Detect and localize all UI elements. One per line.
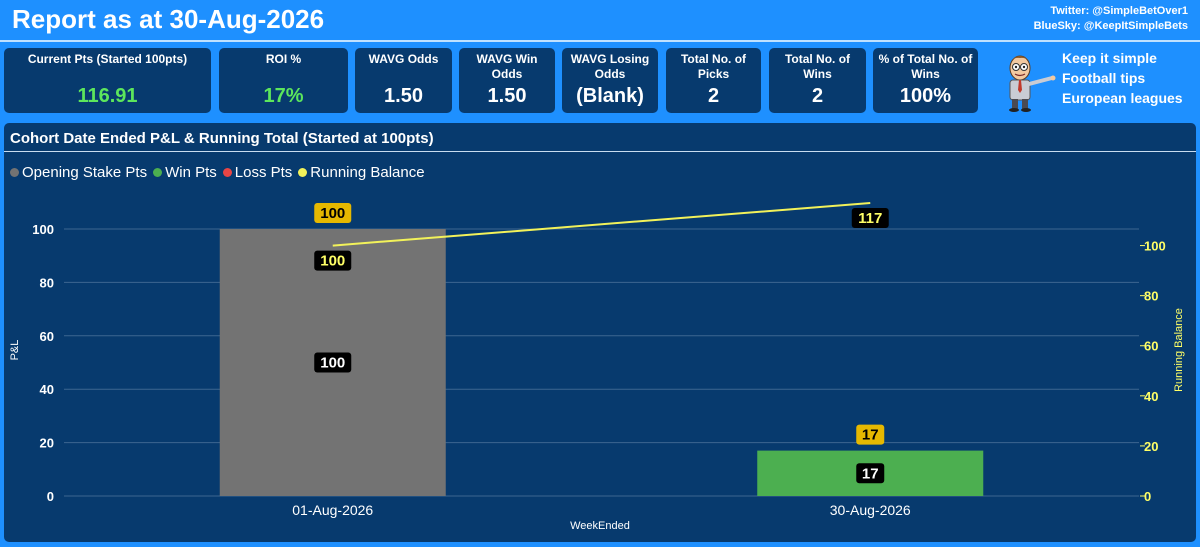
y2-tick-label: 80	[1144, 289, 1158, 304]
legend-label: Loss Pts	[234, 164, 293, 181]
x-axis-title: WeekEnded	[570, 520, 630, 532]
promo-panel: Keep it simple Football tips European le…	[994, 48, 1196, 113]
kpi-label: Total No. of Picks	[680, 52, 747, 81]
legend-marker	[10, 168, 19, 177]
bar-total-label-bg	[314, 203, 352, 223]
y-tick-label: 0	[47, 489, 54, 504]
bar-total-label: 17	[862, 427, 879, 444]
y-tick-label: 20	[40, 436, 54, 451]
cartoon-presenter-icon	[1009, 55, 1056, 112]
kpi-card-total-picks: Total No. of Picks 2	[666, 48, 761, 113]
promo-line: Keep it simple	[1062, 50, 1157, 66]
kpi-card-pct-wins: % of Total No. of Wins 100%	[873, 48, 978, 113]
kpi-value: 116.91	[77, 85, 138, 107]
y-tick-label: 100	[32, 222, 54, 237]
legend-item-opening-stake: Opening Stake Pts	[10, 164, 147, 181]
twitter-handle: Twitter: @SimpleBetOver1	[1050, 5, 1188, 17]
bar-total-label: 100	[320, 205, 345, 222]
line-data-label: 117	[858, 210, 882, 227]
kpi-card-total-wins: Total No. of Wins 2	[769, 48, 866, 113]
y2-tick-label: 100	[1144, 239, 1166, 254]
kpi-value: (Blank)	[576, 85, 644, 107]
x-tick-label: 01-Aug-2026	[292, 502, 373, 518]
kpi-card-wavg-odds: WAVG Odds 1.50	[355, 48, 452, 113]
bar-data-label: 17	[862, 465, 879, 482]
legend-marker	[222, 168, 232, 177]
chart-title-divider	[4, 151, 1196, 152]
header-divider	[0, 40, 1200, 42]
y-tick-label: 60	[40, 329, 54, 344]
promo-line: Football tips	[1062, 70, 1146, 86]
report-title: Report as at 30-Aug-2026	[12, 4, 325, 34]
y2-tick-label: 60	[1144, 339, 1158, 354]
social-handles: Twitter: @SimpleBetOver1 BlueSky: @KeepI…	[1034, 4, 1188, 34]
kpi-card-wavg-losing-odds: WAVG Losing Odds (Blank)	[562, 48, 658, 113]
kpi-label: % of Total No. of Wins	[878, 52, 973, 81]
promo-text: Keep it simple Football tips European le…	[1062, 48, 1183, 108]
bar-data-label: 100	[320, 355, 345, 372]
line-data-label: 100	[320, 253, 345, 270]
kpi-value: 100%	[899, 85, 952, 107]
report-header: Report as at 30-Aug-2026 Twitter: @Simpl…	[0, 0, 1200, 44]
chart-legend: Opening Stake Pts Win Pts Loss Pts Runni…	[10, 164, 431, 181]
kpi-value: 2	[811, 85, 824, 107]
y2-tick-label: 0	[1144, 489, 1151, 504]
chart-plot: 0 20 40 60 80 100 0 20 40 60 80 100 P&L Running Balan…	[9, 202, 1185, 532]
y-tick-label: 40	[40, 382, 54, 397]
kpi-card-roi: ROI % 17%	[219, 48, 348, 113]
line-data-label-bg	[314, 250, 352, 271]
running-balance-line	[332, 202, 871, 247]
kpi-card-wavg-win-odds: WAVG Win Odds 1.50	[459, 48, 555, 113]
kpi-value: 1.50	[487, 85, 527, 107]
kpi-label: WAVG Odds	[368, 52, 439, 66]
y2-tick-label: 20	[1144, 439, 1158, 454]
y2-axis-title: Running Balance	[1173, 308, 1185, 392]
x-tick-label: 30-Aug-2026	[830, 502, 911, 518]
kpi-card-current-pts: Current Pts (Started 100pts) 116.91	[4, 48, 211, 113]
legend-label: Running Balance	[310, 164, 425, 181]
kpi-label: WAVG Win Odds	[476, 52, 538, 81]
line-data-label-bg	[851, 208, 889, 228]
chart-title: Cohort Date Ended P&L & Running Total (S…	[10, 130, 434, 147]
kpi-label: ROI %	[265, 52, 302, 66]
kpi-label: Total No. of Wins	[784, 52, 851, 81]
kpi-value: 1.50	[384, 85, 423, 107]
bluesky-handle: BlueSky: @KeepItSimpleBets	[1033, 20, 1188, 32]
legend-item-win-pts: Win Pts	[153, 164, 217, 181]
kpi-label: WAVG Losing Odds	[570, 52, 650, 81]
legend-marker	[153, 168, 163, 177]
legend-item-running-balance: Running Balance	[298, 164, 425, 181]
legend-label: Opening Stake Pts	[22, 164, 148, 181]
kpi-label: Current Pts (Started 100pts)	[27, 52, 188, 66]
bar-total-label-bg	[856, 424, 885, 445]
y-axis-title: P&L	[9, 340, 21, 361]
bar-data-label-bg	[314, 352, 352, 373]
bar-data-label-bg	[856, 463, 885, 484]
legend-marker	[298, 168, 308, 177]
legend-label: Win Pts	[165, 164, 217, 181]
y-tick-label: 80	[40, 275, 54, 290]
promo-line: European leagues	[1062, 90, 1183, 106]
chart-panel: Cohort Date Ended P&L & Running Total (S…	[4, 123, 1196, 542]
y2-tick-label: 40	[1144, 389, 1158, 404]
kpi-value: 17%	[263, 85, 304, 107]
kpi-value: 2	[707, 85, 720, 107]
legend-item-loss-pts: Loss Pts	[222, 164, 293, 181]
